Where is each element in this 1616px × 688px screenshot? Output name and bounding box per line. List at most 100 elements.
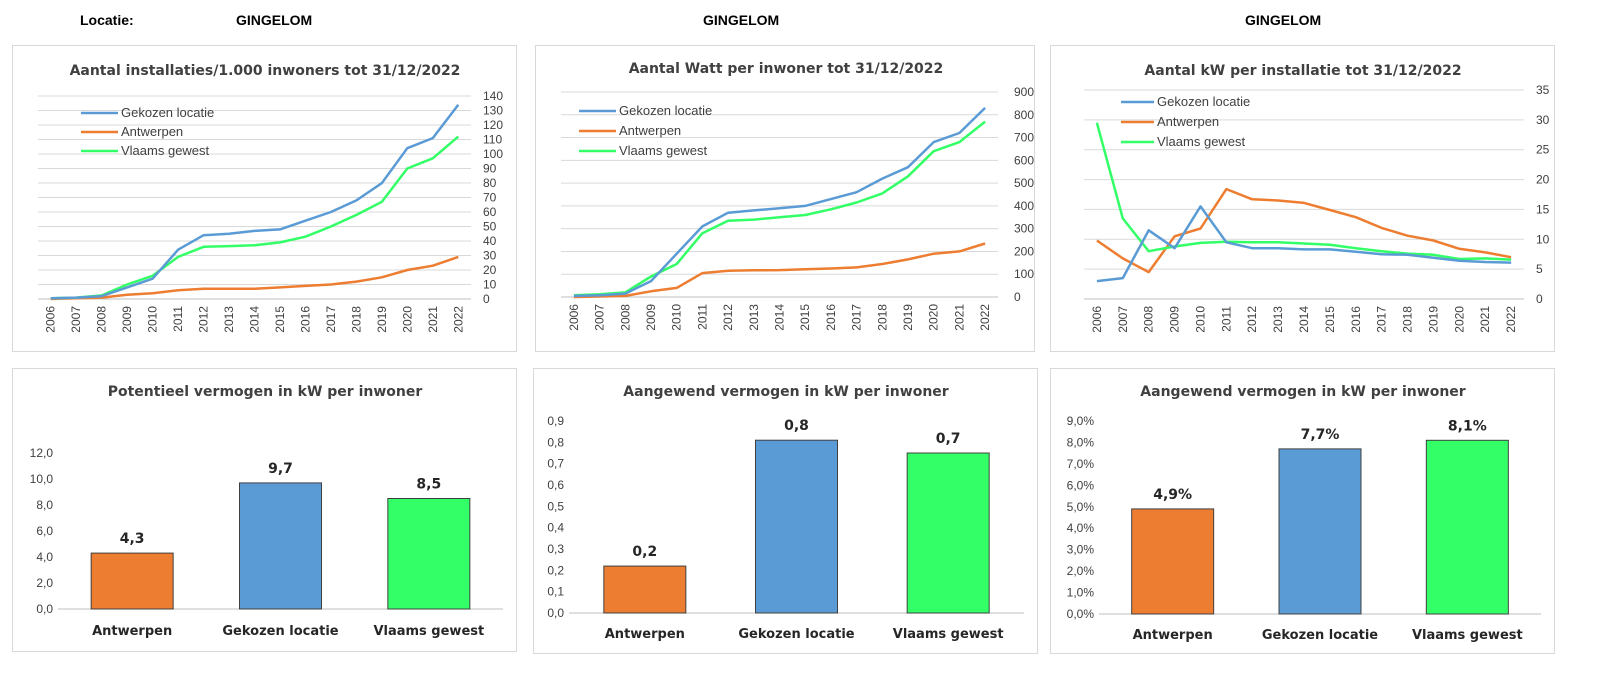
x-tick-label: 2022 — [978, 304, 992, 331]
x-tick-label: 2020 — [927, 304, 941, 331]
x-tick-label: 2010 — [670, 304, 684, 331]
x-tick-label: 2014 — [773, 304, 787, 331]
series-line-vlaams-gewest — [1095, 122, 1512, 261]
bar-antwerpen — [90, 552, 174, 610]
bar-vlaams-gewest — [387, 498, 471, 610]
series-line-gekozen-locatie — [50, 103, 460, 300]
category-label: Gekozen locatie — [1262, 628, 1378, 643]
chart-title: Aantal installaties/1.000 inwoners tot 3… — [70, 63, 461, 79]
x-tick-label: 2014 — [1297, 306, 1311, 333]
location-label: Locatie: — [80, 12, 134, 28]
x-tick-label: 2019 — [375, 306, 389, 333]
y-tick-label: 4,0 — [36, 550, 53, 564]
x-tick-label: 2018 — [875, 304, 889, 331]
category-label: Gekozen locatie — [222, 624, 338, 639]
x-tick-label: 2017 — [1375, 306, 1389, 333]
y-tick-label: 800 — [1014, 108, 1034, 122]
chart-title: Aantal kW per installatie tot 31/12/2022 — [1144, 63, 1461, 79]
y-tick-label: 90 — [483, 162, 497, 176]
legend-label: Gekozen locatie — [1157, 94, 1250, 109]
y-tick-label: 100 — [1014, 267, 1034, 281]
x-tick-label: 2013 — [1271, 306, 1285, 333]
y-tick-label: 6,0 — [36, 524, 53, 538]
chart-watt-per-inwoner: Aantal Watt per inwoner tot 31/12/2022 0 1… — [535, 45, 1035, 352]
x-tick-label: 2015 — [1323, 306, 1337, 333]
x-tick-label: 2016 — [1349, 306, 1363, 333]
chart-title: Potentieel vermogen in kW per inwoner — [108, 384, 423, 400]
y-tick-label: 7,0% — [1067, 457, 1095, 471]
x-tick-label: 2012 — [197, 306, 211, 333]
x-tick-label: 2010 — [146, 306, 160, 333]
y-tick-label: 30 — [1536, 113, 1550, 127]
y-tick-label: 0,6 — [547, 478, 564, 492]
y-tick-label: 3,0% — [1067, 543, 1095, 557]
bar-data-label: 0,2 — [632, 544, 657, 560]
y-tick-label: 0,0% — [1067, 607, 1095, 621]
chart-aangewend-vermogen-kw: Aangewend vermogen in kW per inwoner 0,0 0… — [533, 368, 1038, 654]
x-tick-label: 2015 — [273, 306, 287, 333]
y-tick-label: 110 — [483, 133, 502, 147]
location-value: GINGELOM — [236, 12, 313, 28]
x-tick-label: 2011 — [171, 306, 185, 332]
y-tick-label: 10 — [1536, 232, 1550, 246]
y-tick-label: 700 — [1014, 131, 1034, 145]
x-tick-label: 2009 — [1168, 306, 1182, 333]
y-tick-label: 600 — [1014, 153, 1034, 167]
y-tick-label: 40 — [483, 234, 497, 248]
x-tick-label: 2014 — [248, 306, 262, 333]
y-tick-label: 0,9 — [547, 414, 564, 428]
y-tick-label: 0,3 — [547, 542, 564, 556]
x-tick-label: 2016 — [824, 304, 838, 331]
chart-installaties-per-1000: Aantal installaties/1.000 inwoners tot 3… — [12, 45, 517, 352]
y-tick-label: 80 — [483, 176, 497, 190]
bar-vlaams-gewest — [1425, 439, 1509, 615]
bar-data-label: 9,7 — [268, 461, 293, 477]
x-tick-label: 2006 — [1090, 306, 1104, 333]
y-tick-label: 25 — [1536, 143, 1550, 157]
x-tick-label: 2019 — [1426, 306, 1440, 333]
x-tick-label: 2021 — [1478, 306, 1492, 333]
x-tick-label: 2020 — [400, 306, 414, 333]
y-tick-label: 0,0 — [547, 606, 564, 620]
y-tick-label: 1,0% — [1067, 586, 1095, 600]
y-tick-label: 60 — [483, 205, 497, 219]
x-tick-label: 2022 — [451, 306, 465, 333]
x-tick-label: 2015 — [798, 304, 812, 331]
chart-title: Aantal Watt per inwoner tot 31/12/2022 — [629, 61, 944, 77]
chart-title: Aangewend vermogen in kW per inwoner — [1140, 384, 1465, 400]
legend-label: Vlaams gewest — [619, 143, 708, 158]
bar-data-label: 0,8 — [784, 418, 809, 434]
x-tick-label: 2006 — [44, 306, 58, 333]
y-tick-label: 0,2 — [547, 563, 564, 577]
category-label: Antwerpen — [605, 627, 685, 642]
x-tick-label: 2011 — [695, 304, 709, 330]
y-tick-label: 4,0% — [1067, 521, 1095, 535]
series-line-antwerpen — [573, 242, 986, 299]
legend-label: Gekozen locatie — [619, 103, 712, 118]
y-tick-label: 2,0 — [36, 576, 53, 590]
legend-label: Vlaams gewest — [1157, 134, 1246, 149]
y-tick-label: 0,7 — [547, 457, 564, 471]
bar-data-label: 0,7 — [936, 431, 961, 447]
bar-gekozen-locatie — [1278, 448, 1362, 615]
x-tick-label: 2008 — [1142, 306, 1156, 333]
x-tick-label: 2013 — [222, 306, 236, 333]
line-chart-svg: Aantal kW per installatie tot 31/12/2022… — [1084, 63, 1550, 333]
bar-data-label: 8,1% — [1448, 418, 1487, 434]
y-tick-label: 100 — [483, 147, 503, 161]
x-tick-label: 2013 — [747, 304, 761, 331]
bar-chart-svg: Aangewend vermogen in kW per inwoner 0,0 0… — [547, 384, 1024, 642]
x-tick-label: 2017 — [324, 306, 338, 333]
x-tick-label: 2016 — [298, 306, 312, 333]
y-tick-label: 10,0 — [30, 472, 54, 486]
y-tick-label: 5,0% — [1067, 500, 1095, 514]
y-tick-label: 120 — [483, 118, 503, 132]
series-line-gekozen-locatie — [573, 107, 986, 298]
line-chart-svg: Aantal Watt per inwoner tot 31/12/2022 0 1… — [561, 61, 1034, 331]
x-tick-label: 2022 — [1504, 306, 1518, 333]
y-tick-label: 0,8 — [547, 435, 564, 449]
y-tick-label: 10 — [483, 278, 497, 292]
y-tick-label: 0,4 — [547, 521, 564, 535]
y-tick-label: 900 — [1014, 85, 1034, 99]
bar-antwerpen — [1131, 508, 1215, 615]
